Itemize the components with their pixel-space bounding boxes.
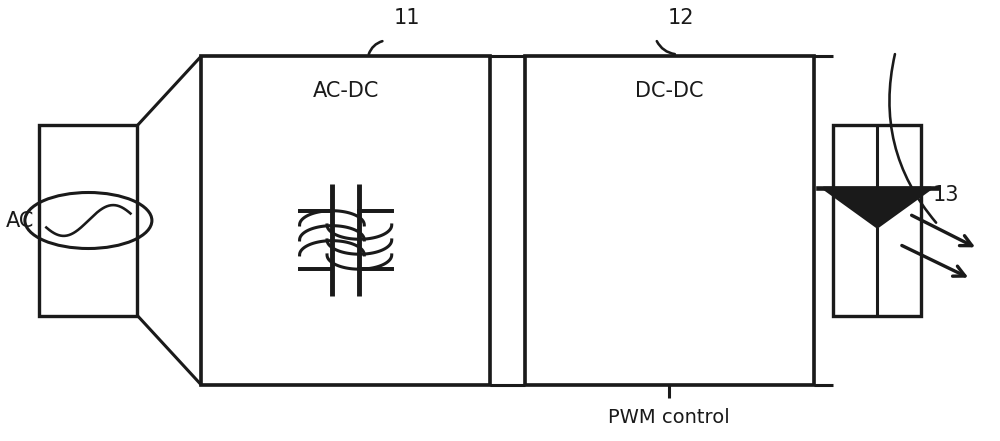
Bar [833, 125, 921, 316]
Text: AC-DC: AC-DC [312, 81, 379, 101]
Text: AC: AC [6, 210, 34, 231]
Bar [39, 125, 137, 316]
Bar [201, 56, 490, 385]
Text: 11: 11 [394, 8, 420, 28]
Bar [524, 56, 814, 385]
Text: PWM control: PWM control [608, 408, 729, 427]
Text: 13: 13 [933, 185, 959, 206]
Polygon shape [823, 188, 931, 227]
Text: DC-DC: DC-DC [635, 81, 703, 101]
Text: 12: 12 [668, 8, 695, 28]
